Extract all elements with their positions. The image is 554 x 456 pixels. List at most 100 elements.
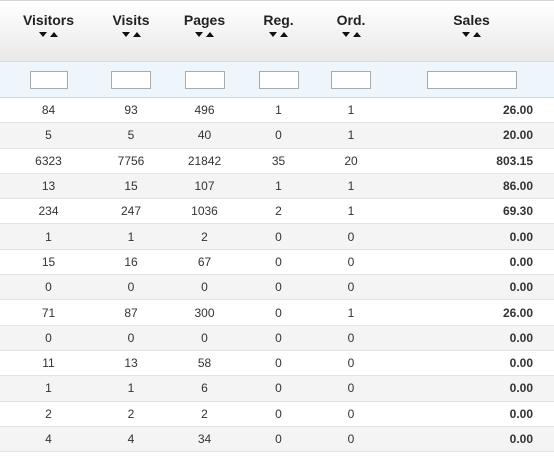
sort-asc-icon[interactable] xyxy=(132,32,141,37)
column-label: Reg. xyxy=(263,12,294,28)
cell-visitors: 0 xyxy=(45,280,52,295)
column-header-visits[interactable]: Visits xyxy=(97,1,165,61)
cell-visitors: 6323 xyxy=(35,153,62,168)
table-row[interactable]: 13 15 107 1 1 86.00 xyxy=(0,173,554,200)
sort-asc-icon[interactable] xyxy=(50,32,58,37)
sort-asc-icon[interactable] xyxy=(280,32,288,37)
sort-desc-icon[interactable] xyxy=(341,32,350,37)
cell-reg: 2 xyxy=(275,204,282,219)
sort-desc-icon[interactable] xyxy=(195,32,203,37)
cell-pages: 496 xyxy=(194,103,215,118)
column-header-visitors[interactable]: Visitors xyxy=(0,1,97,61)
cell-visits: 7756 xyxy=(117,153,145,168)
cell-ord: 0 xyxy=(347,356,355,371)
column-label: Sales xyxy=(453,12,490,28)
table-row[interactable]: 0 0 0 0 0 0.00 xyxy=(0,325,554,351)
filter-sales-input[interactable] xyxy=(426,70,517,89)
cell-pages: 40 xyxy=(197,128,212,143)
cell-sales: 0.00 xyxy=(509,280,533,295)
cell-pages: 0 xyxy=(201,280,208,295)
cell-ord: 1 xyxy=(347,128,355,143)
table-row[interactable]: 234 247 1036 2 1 69.30 xyxy=(0,199,554,225)
sort-icon[interactable] xyxy=(341,32,361,37)
table-row[interactable]: 15 16 67 0 0 0.00 xyxy=(0,250,554,276)
cell-sales: 0.00 xyxy=(509,381,533,396)
filter-visitors-input[interactable] xyxy=(29,70,68,89)
sort-asc-icon[interactable] xyxy=(473,32,481,37)
cell-visits: 15 xyxy=(124,179,138,194)
cell-visits: 247 xyxy=(120,204,142,219)
cell-sales: 0.00 xyxy=(509,229,533,244)
column-header-sales[interactable]: Sales xyxy=(389,1,554,61)
cell-visits: 0 xyxy=(127,280,135,295)
sort-icon[interactable] xyxy=(195,32,214,37)
column-header-ord[interactable]: Ord. xyxy=(313,1,389,61)
cell-visitors: 84 xyxy=(41,103,56,118)
header-row: Visitors Visits Pages Reg. Ord. Sales xyxy=(0,0,554,62)
column-header-pages[interactable]: Pages xyxy=(165,1,244,61)
sort-asc-icon[interactable] xyxy=(352,32,361,37)
cell-visitors: 13 xyxy=(41,179,56,194)
filter-cell xyxy=(313,62,389,97)
cell-sales: 0.00 xyxy=(509,330,533,345)
filter-pages-input[interactable] xyxy=(184,70,225,89)
sort-icon[interactable] xyxy=(462,32,481,37)
sort-desc-icon[interactable] xyxy=(269,32,277,37)
cell-reg: 1 xyxy=(275,103,282,118)
cell-reg: 0 xyxy=(275,280,282,295)
sort-desc-icon[interactable] xyxy=(462,32,470,37)
cell-reg: 0 xyxy=(275,330,282,345)
cell-visitors: 0 xyxy=(45,330,52,345)
cell-sales: 26.00 xyxy=(502,305,533,320)
cell-pages: 21842 xyxy=(187,153,222,168)
sort-desc-icon[interactable] xyxy=(121,32,130,37)
column-header-reg[interactable]: Reg. xyxy=(244,1,313,61)
table-row[interactable]: 6323 7756 21842 35 20 803.15 xyxy=(0,149,554,174)
cell-reg: 0 xyxy=(275,356,282,371)
table-body: 84 93 496 1 1 26.00 5 5 40 0 1 20.00 6323 7756 21842… xyxy=(0,98,554,453)
filter-cell xyxy=(389,62,554,97)
sort-icon[interactable] xyxy=(39,32,58,37)
cell-reg: 0 xyxy=(275,406,282,421)
cell-reg: 0 xyxy=(275,305,282,320)
cell-visits: 16 xyxy=(124,254,138,269)
filter-ord-input[interactable] xyxy=(331,70,371,89)
filter-cell xyxy=(244,62,313,97)
cell-pages: 2 xyxy=(201,229,208,244)
cell-visits: 1 xyxy=(127,381,135,396)
filter-cell xyxy=(97,62,165,97)
sort-asc-icon[interactable] xyxy=(206,32,214,37)
sort-icon[interactable] xyxy=(121,32,141,37)
cell-visits: 93 xyxy=(124,103,138,118)
cell-visits: 0 xyxy=(127,330,135,345)
cell-ord: 0 xyxy=(347,280,355,295)
table-row[interactable]: 0 0 0 0 0 0.00 xyxy=(0,275,554,301)
table-row[interactable]: 1 1 2 0 0 0.00 xyxy=(0,224,554,250)
cell-reg: 0 xyxy=(275,254,282,269)
table-row[interactable]: 84 93 496 1 1 26.00 xyxy=(0,98,554,124)
cell-pages: 0 xyxy=(201,330,208,345)
column-label: Pages xyxy=(183,12,226,28)
cell-sales: 20.00 xyxy=(502,128,533,143)
filter-visits-input[interactable] xyxy=(111,70,151,89)
cell-reg: 35 xyxy=(271,153,286,168)
sort-icon[interactable] xyxy=(269,32,288,37)
filter-row xyxy=(0,62,554,98)
cell-sales: 0.00 xyxy=(509,254,533,269)
filter-reg-input[interactable] xyxy=(258,70,299,89)
cell-sales: 86.00 xyxy=(502,179,533,194)
table-row[interactable]: 2 2 2 0 0 0.00 xyxy=(0,402,554,427)
cell-visits: 13 xyxy=(124,356,138,371)
cell-ord: 1 xyxy=(347,103,355,118)
table-row[interactable]: 71 87 300 0 1 26.00 xyxy=(0,300,554,326)
sort-desc-icon[interactable] xyxy=(39,32,47,37)
table-row[interactable]: 4 4 34 0 0 0.00 xyxy=(0,426,554,453)
table-row[interactable]: 5 5 40 0 1 20.00 xyxy=(0,123,554,149)
table-row[interactable]: 1 1 6 0 0 0.00 xyxy=(0,376,554,402)
table-row[interactable]: 11 13 58 0 0 0.00 xyxy=(0,351,554,377)
cell-pages: 58 xyxy=(197,356,212,371)
cell-ord: 1 xyxy=(347,204,355,219)
cell-sales: 0.00 xyxy=(509,356,533,371)
cell-ord: 20 xyxy=(344,153,358,168)
